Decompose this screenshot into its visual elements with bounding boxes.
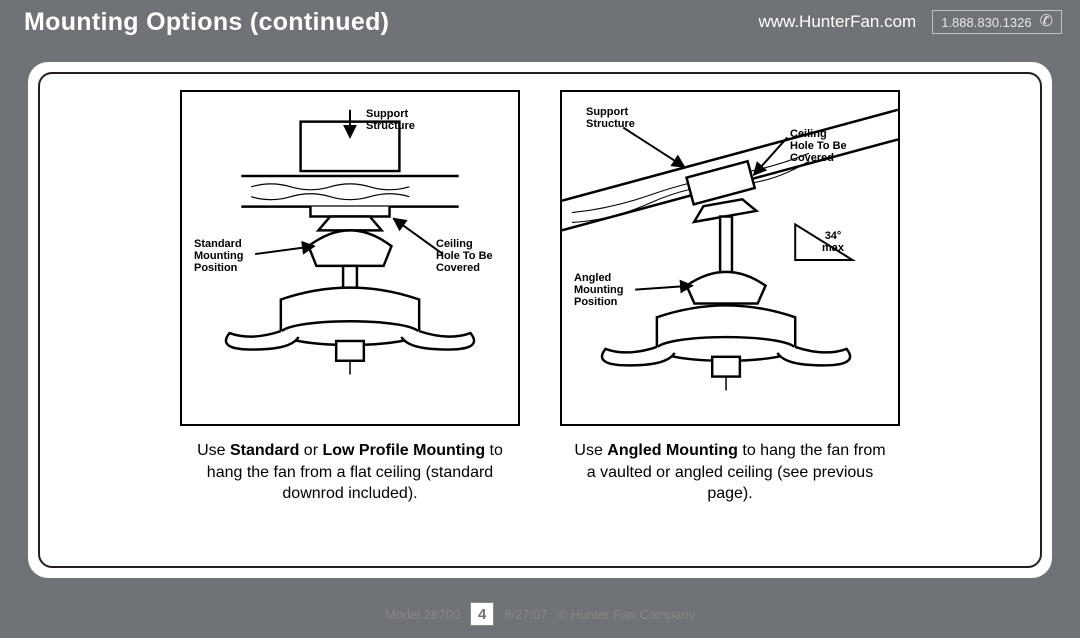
caption-right-pre: Use bbox=[574, 442, 607, 459]
caption-left-b2: Low Profile Mounting bbox=[322, 442, 485, 459]
lbl-right-top: Support Structure bbox=[586, 106, 635, 130]
content-panel: Support Structure Standard Mounting Posi… bbox=[28, 62, 1052, 578]
lbl-left-right: Ceiling Hole To Be Covered bbox=[436, 238, 493, 274]
figure-angled: Support Structure Ceiling Hole To Be Cov… bbox=[560, 90, 900, 505]
lbl-left-left: Standard Mounting Position bbox=[194, 238, 243, 274]
figure-row: Support Structure Standard Mounting Posi… bbox=[28, 90, 1052, 505]
page-title: Mounting Options (continued) bbox=[24, 8, 389, 37]
page-header: Mounting Options (continued) www.HunterF… bbox=[0, 0, 1080, 44]
figure-angled-wrap: Support Structure Ceiling Hole To Be Cov… bbox=[560, 90, 900, 426]
caption-left-mid: or bbox=[299, 442, 322, 459]
caption-right-b1: Angled Mounting bbox=[607, 442, 738, 459]
figure-angled-box bbox=[560, 90, 900, 426]
lbl-left-top: Support Structure bbox=[366, 108, 415, 132]
page-footer: Model 28700 4 8/27/07 © Hunter Fan Compa… bbox=[385, 602, 695, 626]
header-phone-box: 1.888.830.1326 ✆ bbox=[932, 10, 1062, 34]
lbl-right-angle: 34° max bbox=[822, 230, 844, 254]
caption-right: Use Angled Mounting to hang the fan from… bbox=[560, 440, 900, 505]
caption-left-b1: Standard bbox=[230, 442, 299, 459]
footer-page-num: 4 bbox=[470, 602, 494, 626]
caption-left: Use Standard or Low Profile Mounting to … bbox=[180, 440, 520, 505]
lbl-right-angled: Angled Mounting Position bbox=[574, 272, 623, 308]
footer-copyright: © Hunter Fan Company bbox=[558, 607, 695, 622]
header-url: www.HunterFan.com bbox=[758, 12, 916, 32]
header-phone: 1.888.830.1326 bbox=[941, 15, 1031, 30]
figure-standard: Support Structure Standard Mounting Posi… bbox=[180, 90, 520, 505]
caption-left-pre: Use bbox=[197, 442, 230, 459]
phone-icon: ✆ bbox=[1040, 14, 1053, 30]
lbl-right-hole: Ceiling Hole To Be Covered bbox=[790, 128, 847, 164]
figure-standard-wrap: Support Structure Standard Mounting Posi… bbox=[180, 90, 520, 426]
figure-angled-svg bbox=[562, 92, 898, 424]
footer-date: 8/27/07 bbox=[504, 607, 547, 622]
footer-model: Model 28700 bbox=[385, 607, 460, 622]
page-root: Mounting Options (continued) www.HunterF… bbox=[0, 0, 1080, 638]
